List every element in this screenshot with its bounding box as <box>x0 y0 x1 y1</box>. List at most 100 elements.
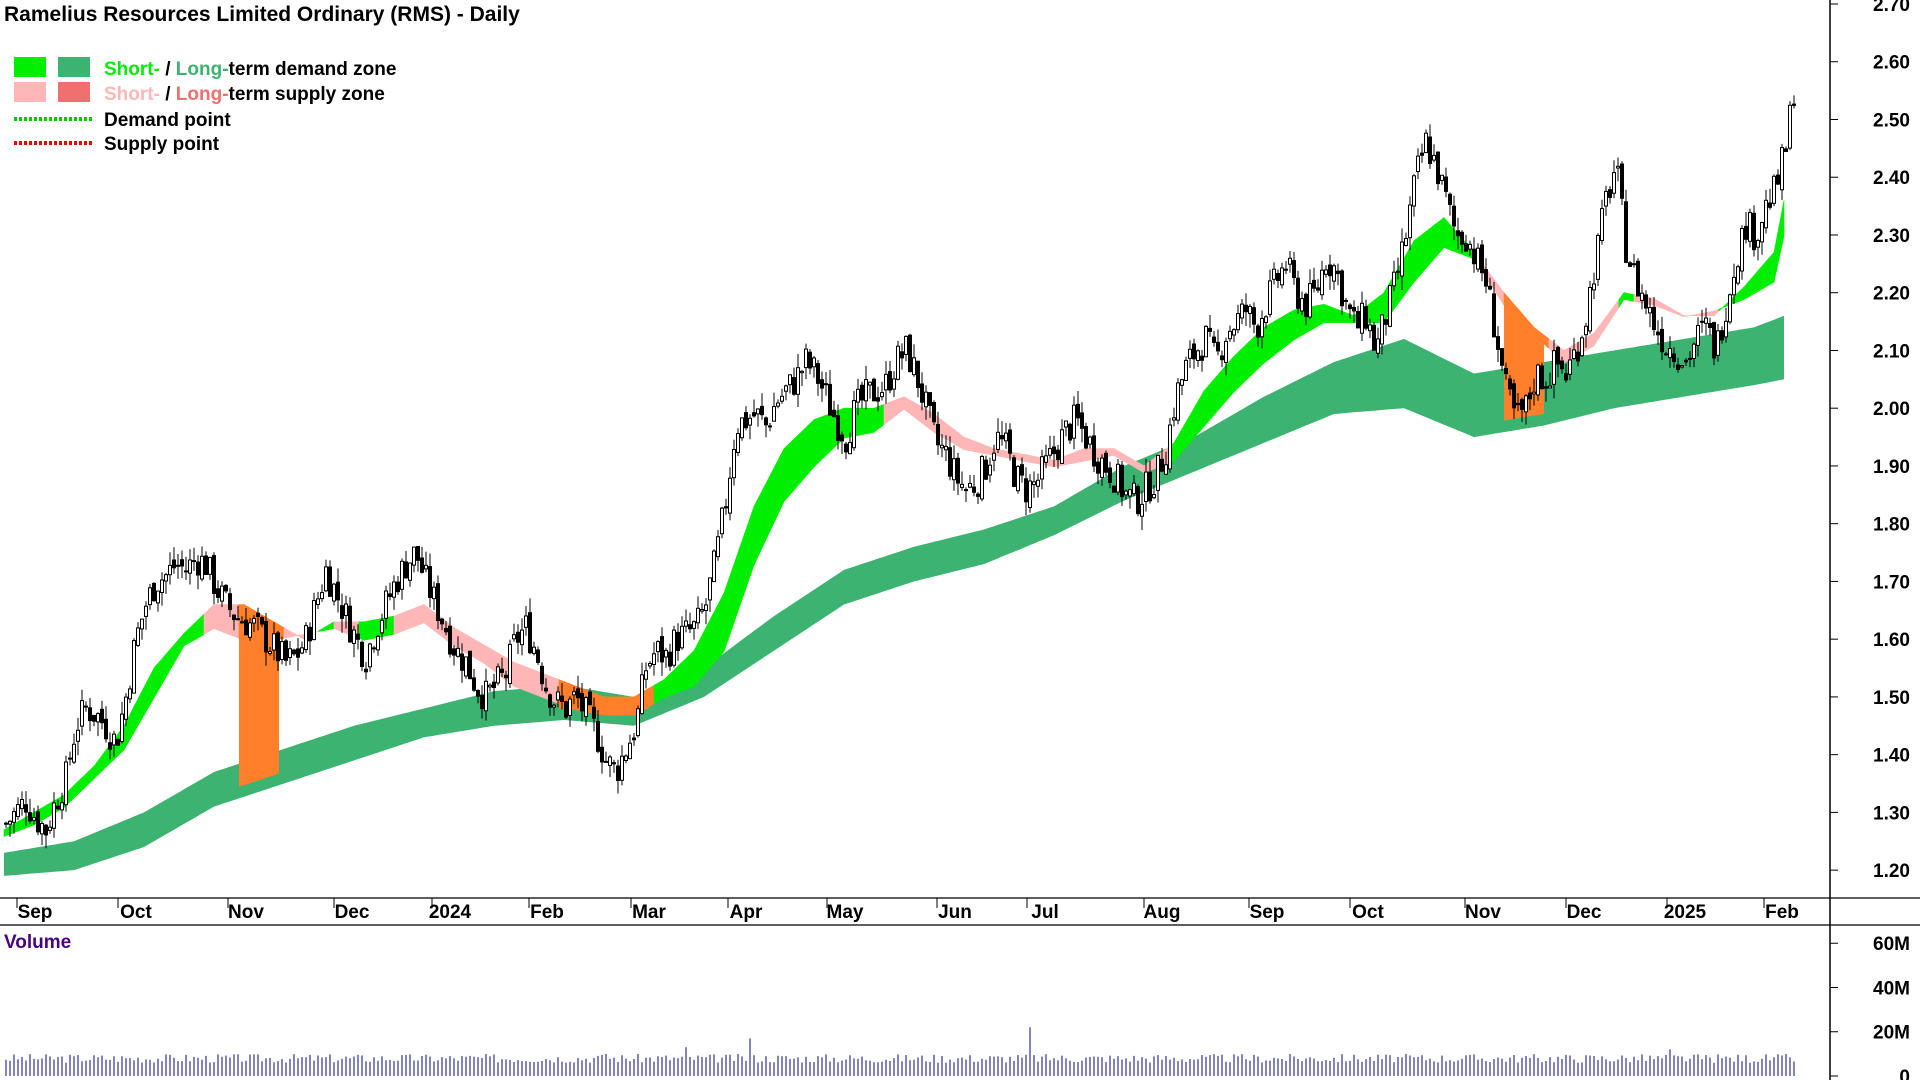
short-demand-slice <box>43 803 50 820</box>
short-demand-slice <box>673 664 680 695</box>
candle <box>1076 391 1080 426</box>
candle <box>1760 221 1764 255</box>
legend-swatch <box>14 82 46 102</box>
candle <box>1616 157 1620 182</box>
candle <box>396 576 400 595</box>
candle <box>548 693 552 716</box>
y-tick-label: 1.30 <box>1873 803 1910 824</box>
candle <box>832 400 836 418</box>
short-supply-slice <box>428 607 435 632</box>
candle <box>1072 396 1076 450</box>
short-demand-slice <box>868 407 875 434</box>
candle <box>980 454 984 502</box>
x-axis-ticks: Sep Oct Nov Dec 2024 Feb Mar Apr May Jun Jul Aug Sep… <box>16 898 1799 923</box>
short-demand-slice <box>368 619 375 640</box>
candle <box>1048 435 1052 459</box>
candle <box>1028 474 1032 513</box>
candle <box>828 370 832 416</box>
candle <box>1532 378 1536 406</box>
short-demand-slice <box>1323 303 1330 323</box>
candle <box>52 792 56 838</box>
y-tick-label: 2.60 <box>1873 53 1910 74</box>
candle <box>184 556 188 580</box>
y-tick-label: 2.20 <box>1873 284 1910 305</box>
candle <box>776 399 780 409</box>
short-supply-slice <box>288 629 295 638</box>
candle <box>1460 230 1464 253</box>
short-demand-slice <box>808 418 815 474</box>
candle <box>360 640 364 672</box>
x-tick-label: Jul <box>1031 902 1058 923</box>
candle <box>532 641 536 656</box>
short-supply-slice <box>888 400 895 422</box>
candle <box>1016 465 1020 494</box>
candle <box>132 638 136 694</box>
candle <box>84 701 88 712</box>
candle <box>1600 199 1604 245</box>
candle <box>1504 362 1508 380</box>
y-tick-label: 1.50 <box>1873 688 1910 709</box>
candle <box>1132 475 1136 497</box>
candle <box>116 738 120 746</box>
candle <box>1436 151 1440 191</box>
candle <box>1508 375 1512 396</box>
candle <box>112 730 116 757</box>
candle <box>1656 320 1660 345</box>
candle <box>1184 356 1188 381</box>
candle <box>884 361 888 404</box>
short-supply-slice <box>283 627 290 639</box>
short-term-zone <box>3 200 1785 837</box>
candle <box>936 411 940 455</box>
candle <box>1356 305 1360 329</box>
short-demand-slice <box>653 681 660 705</box>
candle <box>148 583 152 610</box>
short-demand-slice <box>328 621 335 630</box>
short-supply-slice <box>973 440 980 453</box>
candle <box>640 662 644 715</box>
candle <box>900 343 904 370</box>
candle <box>364 662 368 680</box>
candle <box>1648 297 1652 328</box>
short-demand-slice <box>143 677 150 717</box>
candle <box>984 455 988 480</box>
short-supply-slice <box>1613 298 1620 316</box>
candle <box>8 820 12 837</box>
short-demand-slice <box>1318 303 1325 327</box>
legend-swatch <box>58 57 90 77</box>
short-supply-slice <box>478 641 485 664</box>
candle <box>1196 349 1200 367</box>
candle <box>800 369 804 386</box>
candle <box>692 620 696 640</box>
candle <box>756 408 760 427</box>
short-demand-slice <box>1778 200 1785 260</box>
candle <box>1776 169 1780 185</box>
candle <box>1748 208 1752 248</box>
candle <box>1060 419 1064 464</box>
candle <box>788 374 792 394</box>
candle <box>480 685 484 719</box>
candle <box>1404 232 1408 247</box>
candle <box>448 617 452 658</box>
candle <box>556 686 560 708</box>
candle <box>152 582 156 602</box>
candle <box>1420 143 1424 163</box>
candle <box>996 418 1000 453</box>
short-supply-slice <box>1593 325 1600 347</box>
short-supply-slice <box>1113 448 1120 459</box>
y-tick-label: 2.50 <box>1873 110 1910 131</box>
short-supply-slice <box>403 609 410 631</box>
short-supply-slice <box>898 396 905 414</box>
candle <box>1204 325 1208 358</box>
short-demand-slice <box>183 627 190 647</box>
short-demand-slice <box>818 415 825 463</box>
legend-entry: Supply point <box>14 134 220 155</box>
x-tick-label: Jun <box>938 902 972 923</box>
short-supply-slice <box>883 401 890 426</box>
short-supply-slice <box>408 607 415 630</box>
candle <box>1112 485 1116 493</box>
long-term-demand-zone <box>4 315 1784 876</box>
candle <box>1712 321 1716 366</box>
candle <box>1260 310 1264 349</box>
candle <box>124 693 128 727</box>
candle <box>560 683 564 710</box>
